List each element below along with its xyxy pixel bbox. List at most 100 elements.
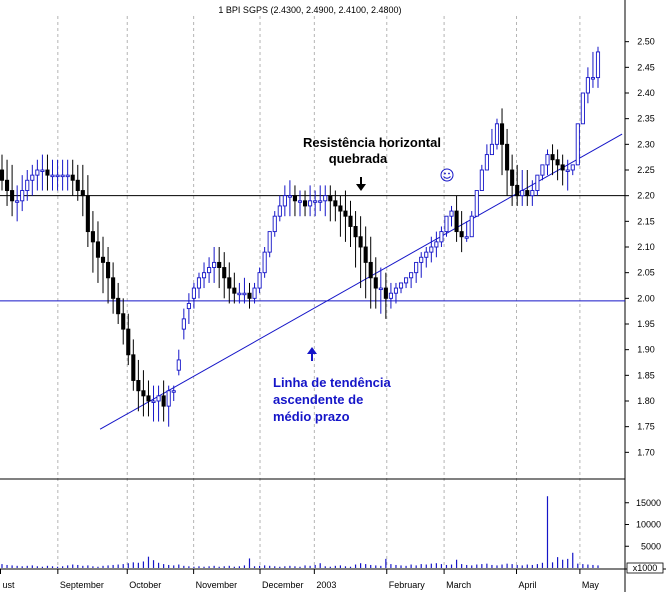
price-bar [100, 236, 106, 294]
price-bar [282, 185, 287, 217]
price-bar [530, 180, 535, 206]
price-bar-body [111, 277, 116, 299]
price-bar [111, 262, 116, 314]
price-bar [5, 159, 10, 206]
price-bar-body [595, 51, 601, 79]
volume-multiplier-label: x1000 [633, 563, 658, 573]
price-bar-body [85, 195, 90, 233]
price-tick-label: 2.40 [637, 88, 655, 98]
price-bar [363, 226, 368, 299]
price-bar-body [424, 251, 429, 258]
price-bar [15, 185, 20, 222]
price-bar-body [126, 328, 131, 356]
price-bar [106, 247, 111, 304]
price-tick-label: 1.95 [637, 319, 655, 329]
price-bar [30, 164, 35, 196]
price-bar [459, 211, 464, 253]
price-bar-body [0, 169, 5, 181]
price-bar [292, 185, 297, 217]
price-bar-body [131, 354, 136, 381]
price-bar [217, 247, 222, 289]
price-bar-body [166, 390, 171, 407]
price-bar-body [30, 174, 35, 181]
price-bar-body [363, 246, 368, 263]
price-bar [525, 170, 530, 206]
price-bar [232, 272, 237, 304]
volume-tick-label: 15000 [636, 498, 661, 508]
price-bar [90, 211, 95, 273]
price-bar-body [262, 251, 267, 274]
volume-tick-label: 10000 [636, 520, 661, 530]
price-bar-body [207, 267, 212, 274]
price-bar [222, 252, 227, 299]
price-bar-body [277, 205, 282, 217]
price-bar [545, 149, 550, 176]
price-bar-body [10, 190, 15, 202]
price-bar-body [494, 123, 500, 145]
price-bar-body [151, 400, 156, 403]
price-tick-label: 2.35 [637, 114, 655, 124]
price-bar-body [419, 256, 424, 263]
price-bar-body [429, 246, 434, 253]
price-bar-body [575, 123, 580, 166]
price-bar [10, 164, 15, 217]
trend-arrow-icon [307, 347, 317, 361]
price-bar-body [464, 236, 469, 239]
price-bar [474, 190, 479, 217]
price-bar-body [242, 292, 247, 296]
price-bar-body [439, 231, 444, 243]
price-bar-body [353, 226, 358, 238]
price-bar-body [368, 261, 373, 279]
price-bar [393, 282, 399, 304]
price-bar-body [141, 390, 146, 397]
price-bar-body [146, 395, 151, 402]
price-bar-body [343, 210, 348, 217]
price-bar [580, 92, 585, 125]
price-bar-body [565, 169, 570, 172]
price-tick-label: 2.20 [637, 191, 655, 201]
price-bar [287, 180, 292, 217]
price-bar-body [272, 215, 277, 233]
price-bar [186, 293, 191, 324]
price-bar [126, 313, 131, 366]
price-bar-body [499, 123, 505, 145]
price-bar [95, 221, 101, 283]
price-bar [151, 385, 156, 422]
price-bar-body [60, 174, 65, 178]
price-bar [499, 108, 505, 176]
price-bar [318, 185, 323, 212]
price-bar-body [20, 190, 25, 202]
price-bar-body [570, 164, 575, 171]
price-bar-body [459, 231, 464, 238]
price-bar [515, 164, 520, 206]
price-bar-body [80, 190, 85, 197]
x-tick-label: February [389, 580, 426, 590]
chart-title: 1 BPI SGPS (2.4300, 2.4900, 2.4100, 2.48… [218, 5, 401, 15]
price-bar [550, 144, 555, 176]
price-tick-label: 2.10 [637, 242, 655, 252]
x-tick-label: October [129, 580, 161, 590]
price-bar [35, 159, 40, 191]
price-bar [338, 195, 343, 237]
price-bar [40, 154, 45, 191]
price-bar [146, 380, 151, 417]
price-bar-body [75, 179, 80, 191]
price-bar-body [313, 200, 318, 203]
price-bar-body [590, 77, 595, 80]
price-bar-body [308, 200, 313, 207]
x-tick-label: September [60, 580, 104, 590]
price-bar-body [25, 179, 30, 191]
price-bar-body [191, 287, 196, 299]
price-bar [464, 221, 469, 242]
price-bar-body [212, 261, 217, 268]
price-bar [484, 144, 489, 171]
x-tick-label: May [582, 580, 600, 590]
price-bar-body [550, 154, 555, 161]
smiley-icon [440, 168, 454, 182]
price-bar-body [95, 241, 101, 258]
price-bar-body [222, 267, 227, 279]
price-bar-body [434, 241, 439, 248]
price-bar [313, 190, 318, 217]
price-bar-body [90, 231, 95, 243]
